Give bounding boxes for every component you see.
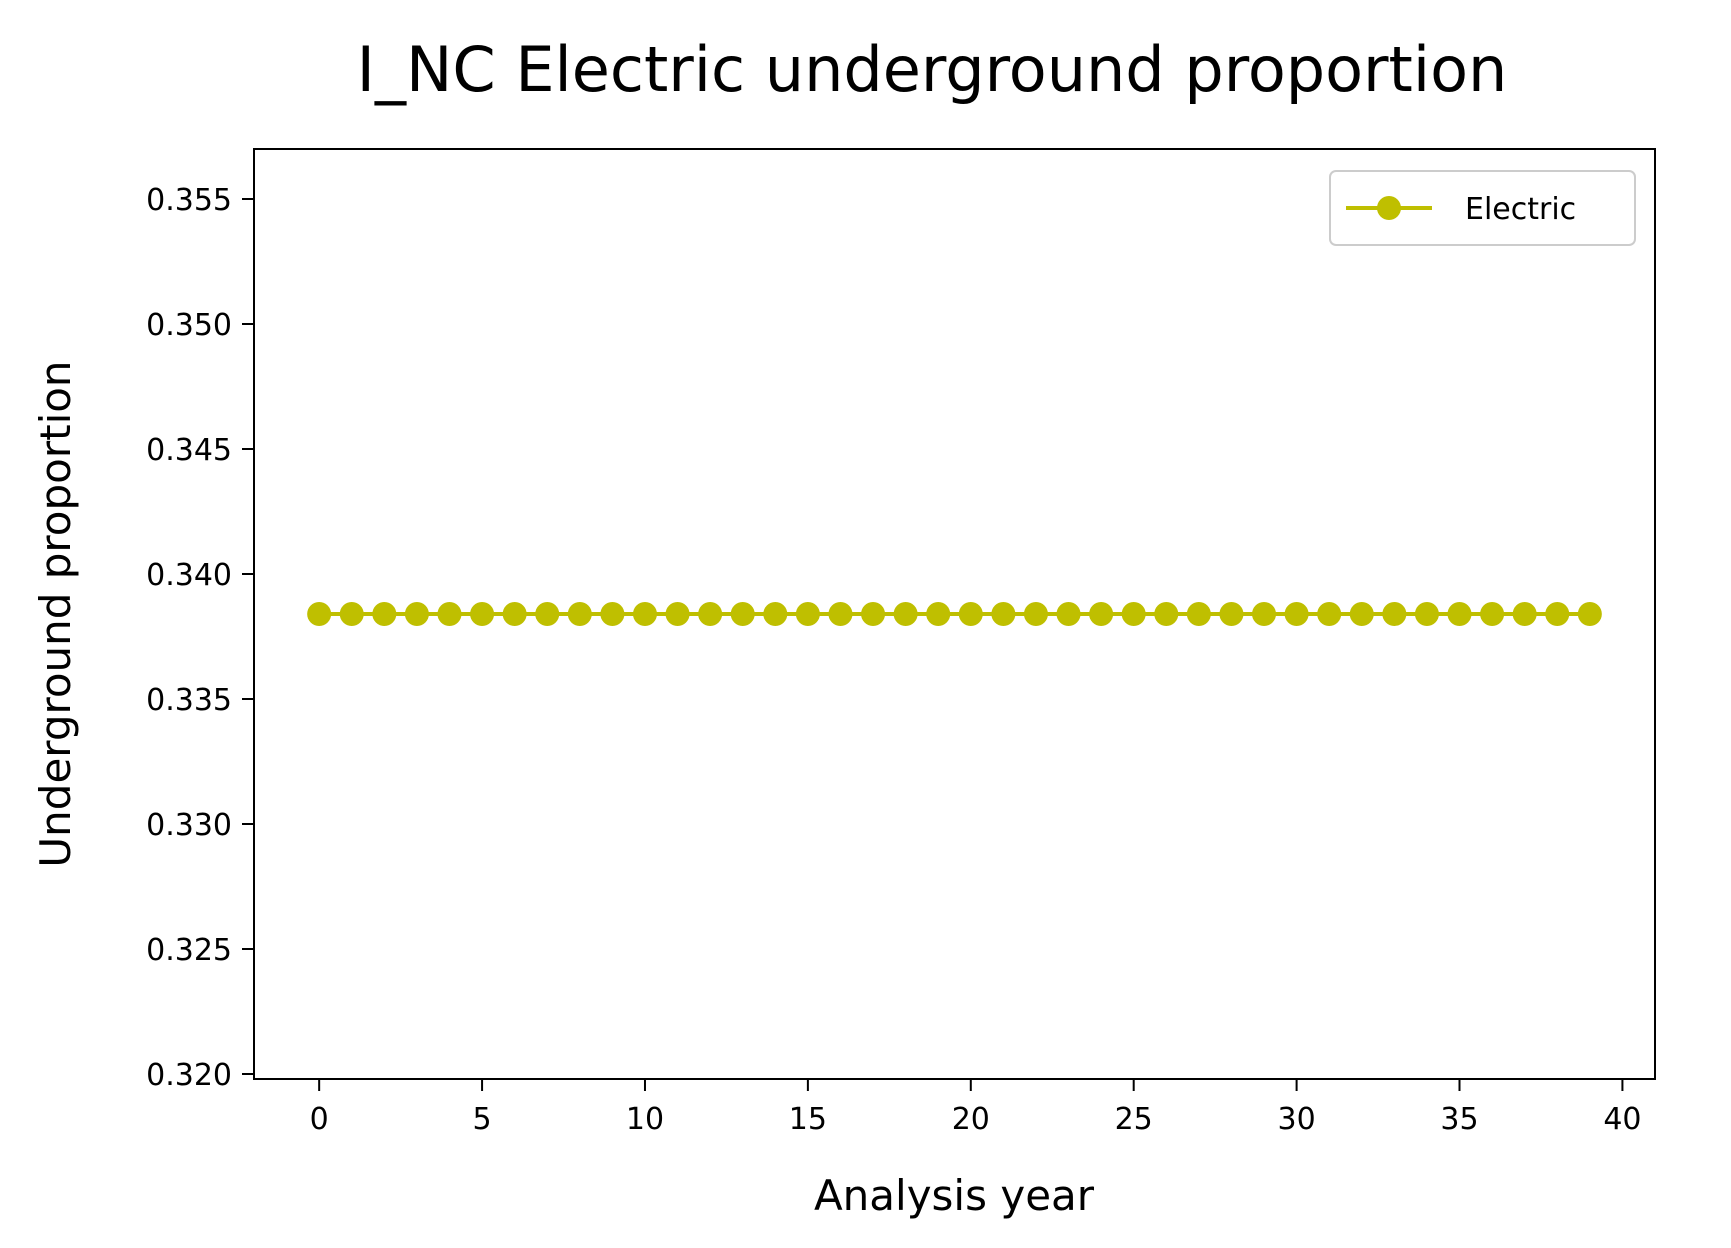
data-point [926,602,951,626]
x-tick-label: 40 [1603,1102,1641,1137]
x-axis-ticks: 0 5 10 15 20 25 30 35 40 [310,1079,1642,1137]
data-point [763,602,788,626]
plot-area [307,602,1602,626]
data-point [698,602,723,626]
y-tick-label: 0.355 [146,183,232,218]
y-tick-label: 0.330 [146,808,232,843]
x-tick-label: 25 [1115,1102,1153,1137]
y-tick-label: 0.335 [146,683,232,718]
data-point [730,602,755,626]
data-point [1284,602,1309,626]
data-point [1219,602,1244,626]
data-point [1512,602,1537,626]
data-point [372,602,397,626]
x-tick-label: 20 [952,1102,990,1137]
data-point [567,602,592,626]
data-point [1154,602,1179,626]
data-point [1382,602,1407,626]
data-point [958,602,983,626]
legend-marker-swatch [1377,196,1401,220]
legend-label-electric: Electric [1465,192,1576,227]
data-point [828,602,853,626]
y-tick-label: 0.345 [146,433,232,468]
axes-frame [253,148,1656,1080]
data-point [1121,602,1146,626]
data-point [1317,602,1342,626]
x-tick-label: 10 [626,1102,664,1137]
x-tick-label: 35 [1440,1102,1478,1137]
data-point [339,602,364,626]
y-axis-ticks: 0.320 0.325 0.330 0.335 0.340 0.345 0.350 0.355 [146,183,254,1093]
data-point [600,602,625,626]
legend-box [1329,170,1636,246]
data-point [1056,602,1081,626]
data-point [535,602,560,626]
x-tick-label: 5 [473,1102,492,1137]
data-point [1414,602,1439,626]
x-axis-label: Analysis year [814,1171,1095,1220]
legend: Electric [1329,170,1636,246]
data-point [470,602,495,626]
data-point [991,602,1016,626]
data-point [1480,602,1505,626]
data-point [1252,602,1277,626]
data-point [307,602,332,626]
data-point [1545,602,1570,626]
y-tick-label: 0.350 [146,308,232,343]
data-point [437,602,462,626]
data-point [632,602,657,626]
data-point [1447,602,1472,626]
y-tick-label: 0.320 [146,1058,232,1093]
x-tick-label: 0 [310,1102,329,1137]
y-axis-label: Underground proportion [31,360,80,867]
data-point [1089,602,1114,626]
data-point [795,602,820,626]
x-tick-label: 30 [1278,1102,1316,1137]
data-point [404,602,429,626]
data-point [665,602,690,626]
data-point [1023,602,1048,626]
data-point [1577,602,1602,626]
x-tick-label: 15 [789,1102,827,1137]
data-point [861,602,886,626]
data-point [893,602,918,626]
y-tick-label: 0.325 [146,933,232,968]
chart-title: I_NC Electric underground proportion [357,33,1508,106]
data-point [502,602,527,626]
data-point [1349,602,1374,626]
y-tick-label: 0.340 [146,558,232,593]
data-point [1186,602,1211,626]
